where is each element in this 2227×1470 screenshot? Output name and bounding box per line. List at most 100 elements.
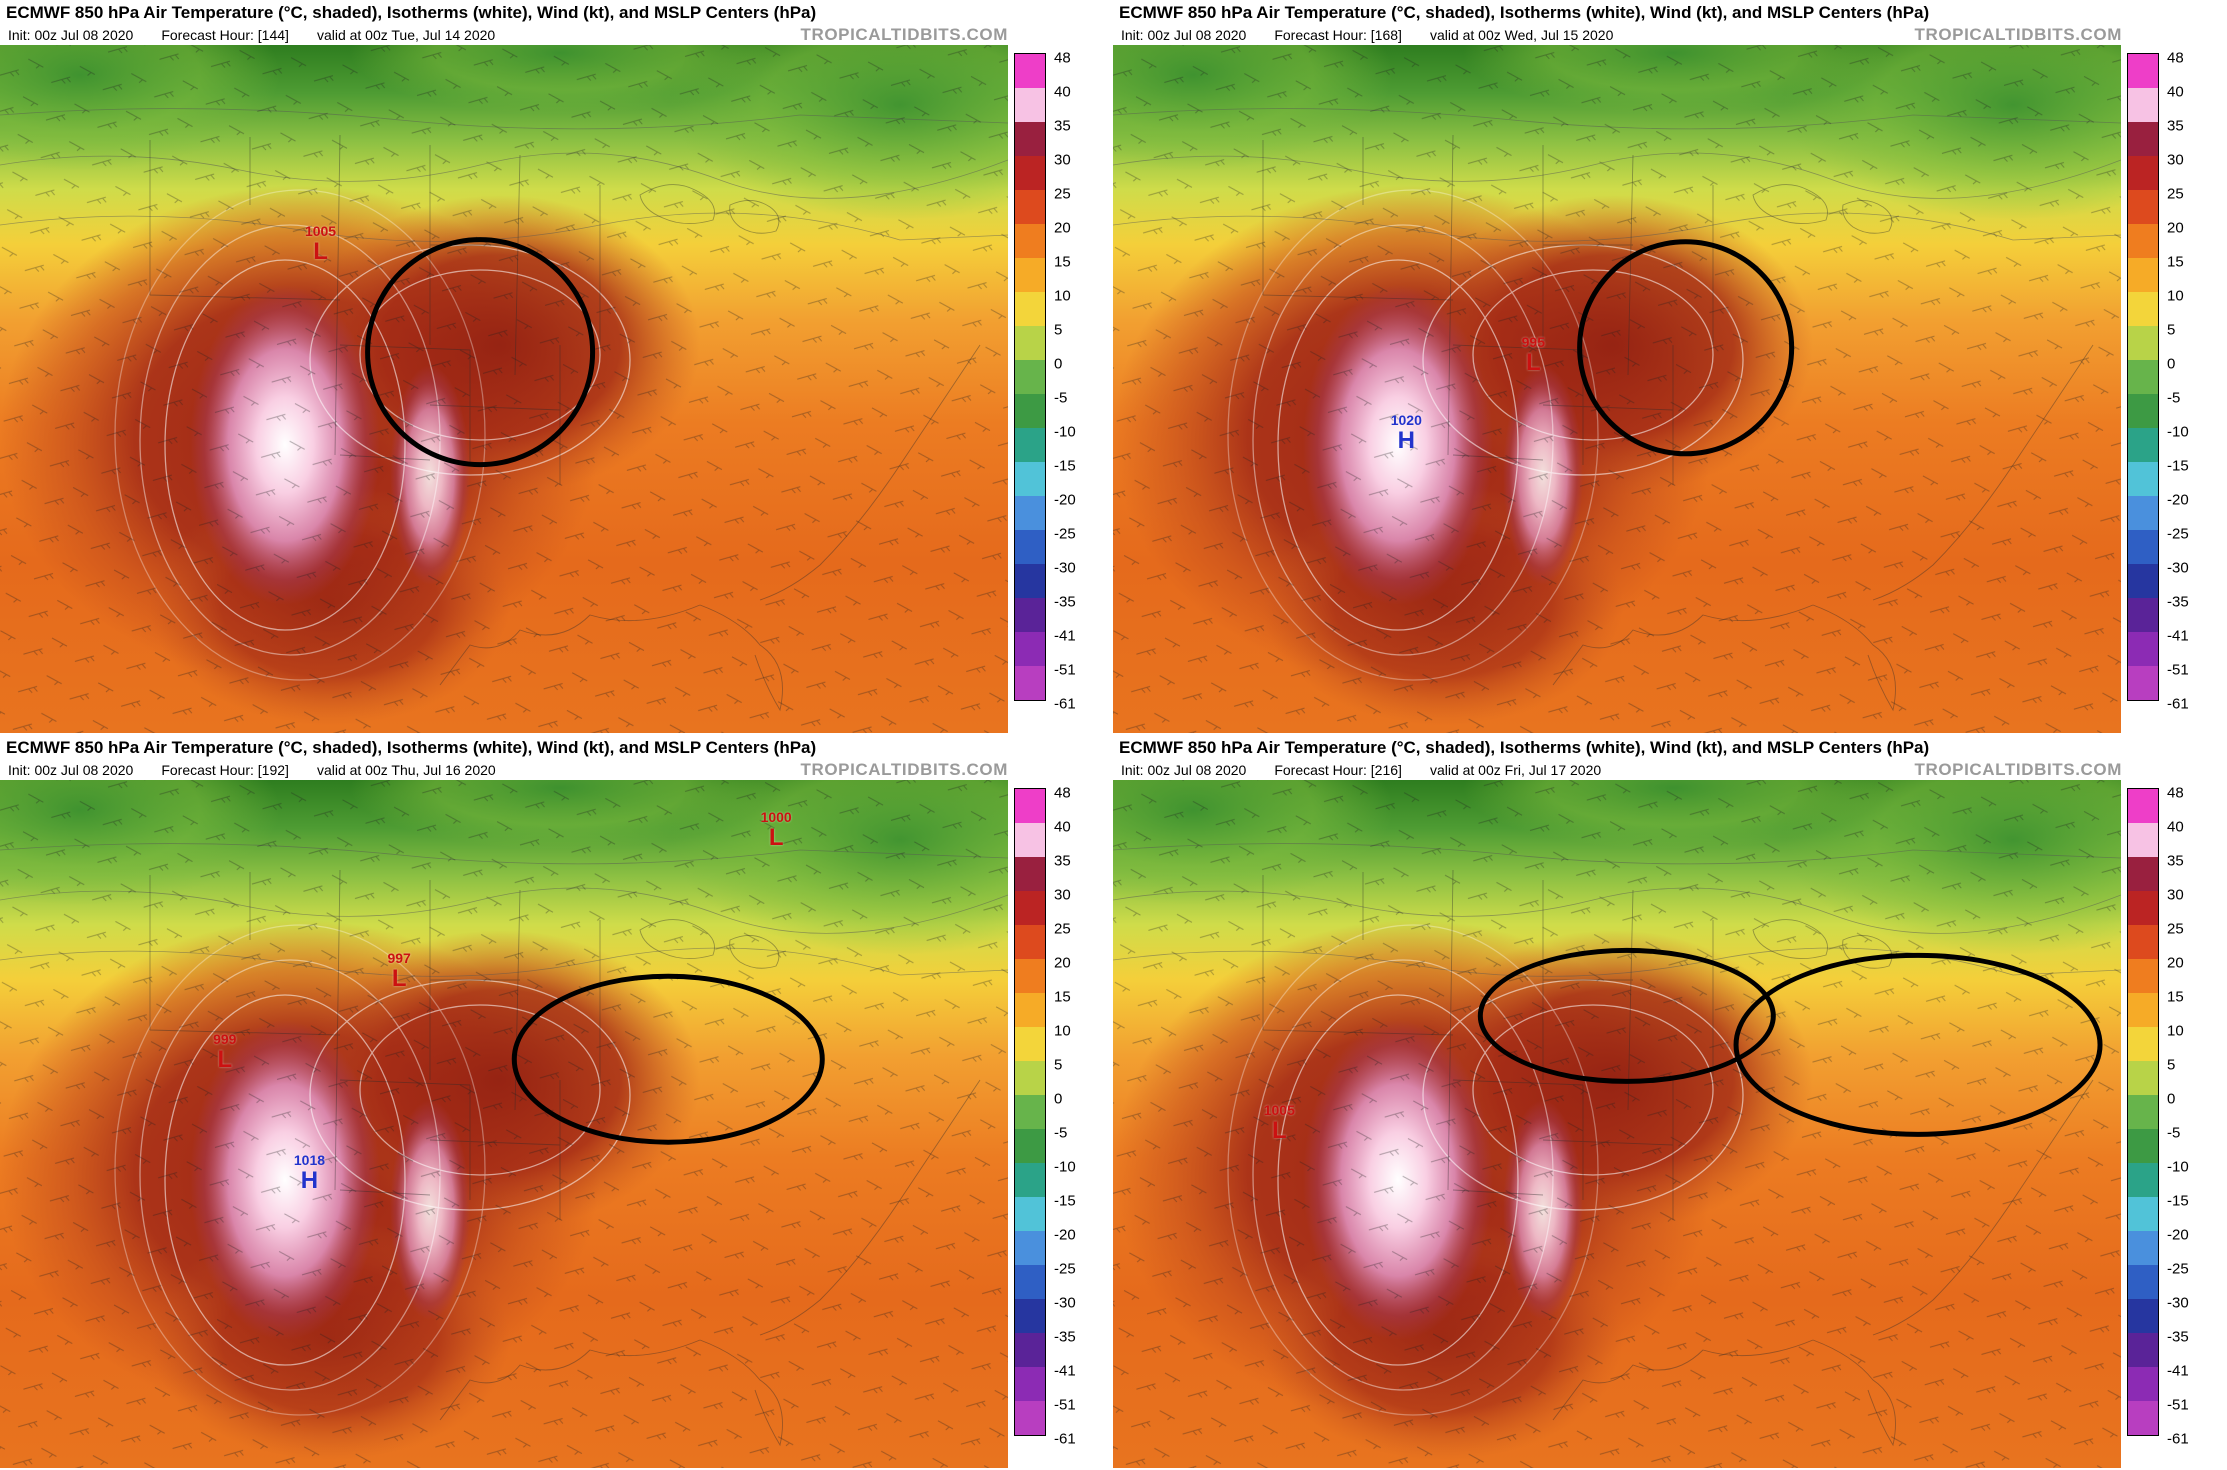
map-annotations: 1005 L [1113,780,2121,1468]
colorbar-segment [1015,823,1045,857]
valid-time: valid at 00z Wed, Jul 15 2020 [1429,26,1614,43]
map-annotations: 995 L 1020 H [1113,45,2121,733]
forecast-hour: Forecast Hour: [192] [161,761,289,778]
pressure-letter: L [768,824,784,852]
forecast-hour: Forecast Hour: [216] [1274,761,1402,778]
pressure-center-low: 999 L [213,1032,236,1072]
colorbar-tick: 15 [2167,988,2184,1006]
colorbar-segment [2128,496,2158,530]
colorbar-segment [2128,1027,2158,1061]
colorbar: 48 40 35 30 25 20 15 10 5 0 -5 -10 -15 -20 -25 -30 -35 -4… [2127,50,2226,723]
annotation-circle [512,974,825,1145]
colorbar-tick: 20 [2167,219,2184,237]
colorbar-tick: -51 [1054,1396,1076,1414]
valid-time: valid at 00z Fri, Jul 17 2020 [1429,761,1602,778]
colorbar-segment [2128,564,2158,598]
colorbar-tick: -30 [2167,559,2189,577]
colorbar-strip [2127,53,2159,701]
colorbar-segment [2128,1231,2158,1265]
colorbar-segment [1015,891,1045,925]
pressure-value: 1018 [293,1151,326,1168]
colorbar: 48 40 35 30 25 20 15 10 5 0 -5 -10 -15 -20 -25 -30 -35 -4… [1014,50,1113,724]
pressure-value: 999 [213,1030,237,1047]
colorbar-tick: -41 [1054,1362,1076,1380]
panel-title: ECMWF 850 hPa Air Temperature (°C, shade… [6,738,817,757]
colorbar-labels: 48 40 35 30 25 20 15 10 5 0 -5 -10 -15 -20 -25 -30 -35 -4… [1054,50,1112,724]
colorbar-segment [1015,292,1045,326]
colorbar-segment [2128,292,2158,326]
colorbar-tick: 5 [1054,1056,1063,1074]
forecast-panel-144: ECMWF 850 hPa Air Temperature (°C, shade… [0,0,1113,735]
annotation-circle [1477,947,1777,1085]
annotation-circle [1733,952,2103,1138]
colorbar-segment [2128,462,2158,496]
panel-title: ECMWF 850 hPa Air Temperature (°C, shade… [1119,738,1930,757]
colorbar: 48 40 35 30 25 20 15 10 5 0 -5 -10 -15 -20 -25 -30 -35 -4… [1014,785,1113,1458]
pressure-value: 1000 [760,809,792,826]
map-area: 1005 L 48 40 35 30 25 20 15 10 5 0 -5 -10 -15 -20 -25 -3… [0,45,1113,733]
colorbar-tick: 25 [2167,920,2184,938]
colorbar-tick: 5 [2167,321,2176,339]
colorbar-segment [1015,1401,1045,1435]
colorbar-tick: -5 [2167,1124,2181,1142]
colorbar-tick: -20 [2167,1226,2189,1244]
colorbar-segment [2128,428,2158,462]
colorbar-segment [2128,1197,2158,1231]
colorbar-tick: 35 [1054,117,1071,135]
colorbar-segment [1015,428,1045,462]
colorbar-segment [1015,632,1045,666]
colorbar-segment [2128,190,2158,224]
pressure-center-low: 1005 L [1264,1103,1295,1143]
watermark: TROPICALTIDBITS.COM [800,759,1008,779]
colorbar-segment [1015,857,1045,891]
colorbar-segment [2128,857,2158,891]
pressure-center-high: 1018 H [294,1153,325,1193]
run-info: Init: 00z Jul 08 2020 Forecast Hour: [192… [8,762,524,778]
colorbar-tick: 25 [1054,920,1071,938]
colorbar-strip [2127,788,2159,1436]
panel-title: ECMWF 850 hPa Air Temperature (°C, shade… [6,3,817,22]
forecast-panel-216: ECMWF 850 hPa Air Temperature (°C, shade… [1113,735,2227,1470]
pressure-letter: L [313,237,328,265]
colorbar-tick: -15 [1054,457,1076,475]
pressure-letter: L [391,965,407,993]
colorbar-tick: 10 [2167,1022,2184,1040]
colorbar-segment [2128,530,2158,564]
panel-subtitle: Init: 00z Jul 08 2020 Forecast Hour: [168… [1113,23,2227,45]
colorbar-tick: 40 [1054,83,1071,101]
forecast-hour: Forecast Hour: [144] [161,26,289,43]
pressure-letter: H [300,1166,319,1194]
colorbar-segment [2128,789,2158,823]
map-annotations: 1000 L 997 L 999 L 1018 H [0,780,1008,1468]
colorbar-segment [2128,1367,2158,1401]
colorbar-segment [2128,959,2158,993]
colorbar-segment [2128,1299,2158,1333]
colorbar-tick: -25 [2167,525,2189,543]
colorbar-segment [2128,925,2158,959]
colorbar-segment [1015,959,1045,993]
colorbar-tick: -61 [1054,1430,1076,1448]
colorbar-tick: 20 [1054,219,1071,237]
colorbar-tick: -5 [2167,389,2181,407]
pressure-value: 995 [1521,333,1546,350]
colorbar-strip [1014,53,1046,701]
colorbar-tick: -5 [1054,1124,1068,1142]
colorbar-tick: -41 [2167,627,2189,645]
run-info: Init: 00z Jul 08 2020 Forecast Hour: [144… [8,27,523,43]
colorbar-segment [2128,360,2158,394]
pressure-value: 1020 [1390,412,1422,429]
colorbar-segment [1015,54,1045,88]
colorbar-segment [2128,88,2158,122]
map-area: 1005 L 48 40 35 30 25 20 15 10 5 0 -5 -10 -15 -20 -25 -3… [1113,780,2226,1468]
colorbar-segment [2128,122,2158,156]
colorbar-segment [2128,1095,2158,1129]
colorbar-tick: 10 [2167,287,2184,305]
colorbar-segment [2128,1061,2158,1095]
colorbar-tick: -41 [1054,627,1076,645]
colorbar-tick: -51 [1054,661,1076,679]
colorbar-segment [2128,156,2158,190]
colorbar-segment [1015,156,1045,190]
run-info: Init: 00z Jul 08 2020 Forecast Hour: [168… [1121,27,1641,43]
colorbar-segment [1015,258,1045,292]
